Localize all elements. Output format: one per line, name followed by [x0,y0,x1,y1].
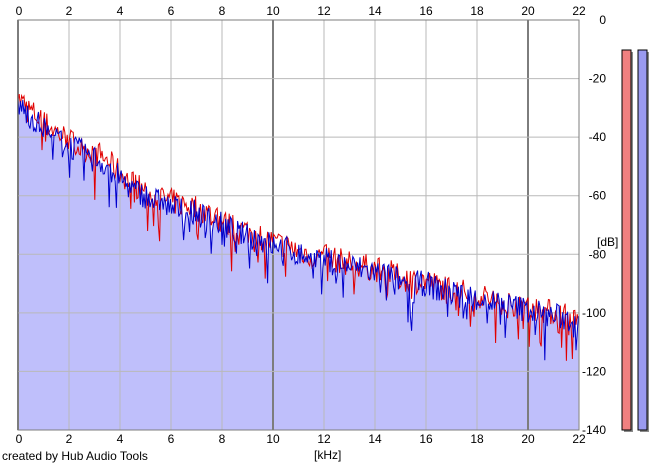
x-tick-label-top: 20 [521,4,535,18]
x-tick-label-bottom: 14 [368,432,382,446]
x-tick-label-top: 6 [168,4,175,18]
x-tick-label-bottom: 2 [66,432,73,446]
x-tick-label-bottom: 6 [168,432,175,446]
spectrum-series [17,93,579,361]
x-tick-label-bottom: 22 [572,432,586,446]
x-tick-labels-top: 0 2 4 6 8 10 12 14 16 18 20 22 [16,4,586,18]
x-tick-label-top: 4 [117,4,124,18]
x-tick-labels-bottom: 0 2 4 6 8 10 12 14 16 18 20 22 [16,432,586,446]
x-tick-label-top: 8 [219,4,226,18]
spectrum-fill [18,99,579,430]
x-tick-label-top: 12 [317,4,331,18]
y-axis-unit-label: [dB] [597,235,619,249]
x-tick-label-top: 10 [266,4,280,18]
x-tick-label-top: 2 [66,4,73,18]
x-tick-label-bottom: 10 [266,432,280,446]
x-tick-label-bottom: 16 [419,432,433,446]
x-tick-label-bottom: 12 [317,432,331,446]
x-tick-label-bottom: 18 [470,432,484,446]
level-meters [621,49,649,432]
x-tick-label-top: 18 [470,4,484,18]
x-tick-label-bottom: 8 [219,432,226,446]
x-tick-label-bottom: 4 [117,432,124,446]
x-tick-label-top: 22 [572,4,586,18]
level-meter-bar [637,49,648,431]
y-tick-label: -140 [582,423,606,437]
level-meter-bar [621,49,632,431]
y-tick-label: -40 [589,130,607,144]
x-tick-label-bottom: 0 [16,432,23,446]
series-line-right-channel [17,99,579,361]
y-tick-label: 0 [599,13,606,27]
grid [17,19,580,431]
y-tick-label: -120 [582,364,606,378]
y-tick-labels: 0 -20 -40 -60 -80 -100 -120 -140 [582,13,606,437]
x-axis-unit-label: [kHz] [314,448,342,462]
x-tick-label-top: 0 [16,4,23,18]
plot-frame [17,19,580,431]
y-tick-label: -60 [589,189,607,203]
x-tick-label-top: 16 [419,4,433,18]
y-tick-label: -80 [589,247,607,261]
y-tick-label: -20 [589,72,607,86]
credit-text: created by Hub Audio Tools [2,449,148,463]
x-tick-label-top: 14 [368,4,382,18]
y-tick-label: -100 [582,306,606,320]
spectrum-area [18,99,579,430]
x-tick-label-bottom: 20 [521,432,535,446]
